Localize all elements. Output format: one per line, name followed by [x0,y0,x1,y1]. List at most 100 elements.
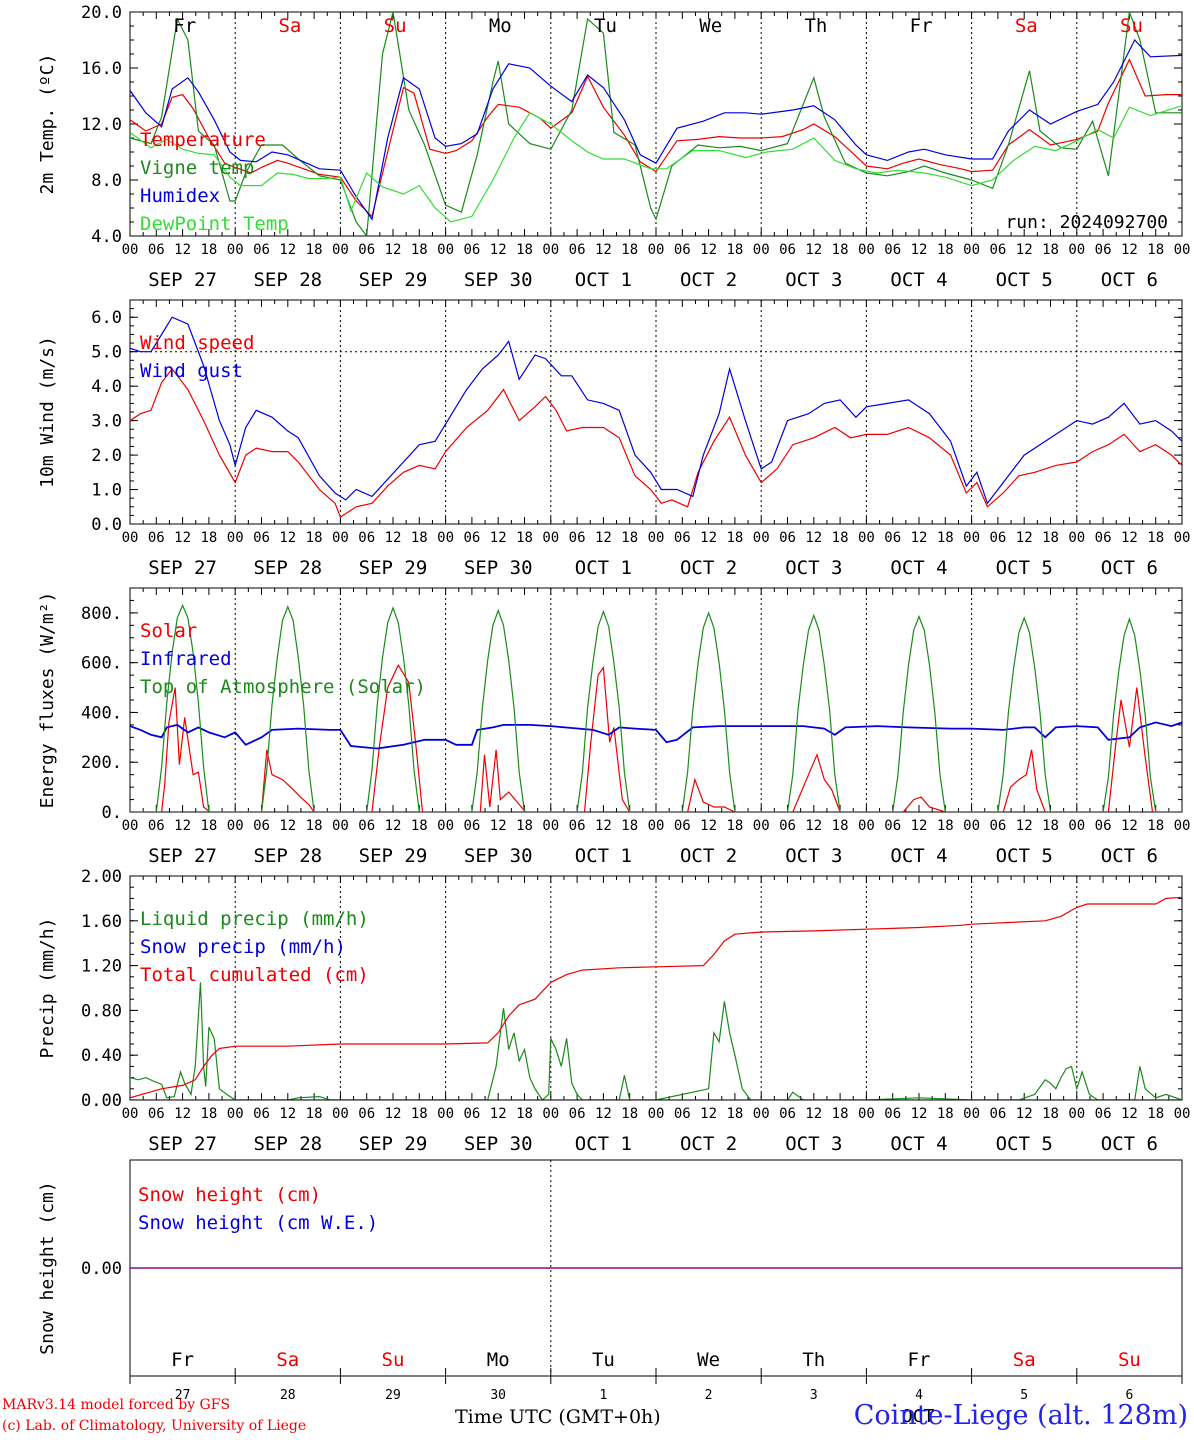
date-label: SEP 27 [148,1133,217,1155]
hour-tick-label: 00 [1174,530,1191,546]
hour-tick-label: 06 [358,530,375,546]
hour-tick-label: 00 [227,1106,244,1122]
y-tick-label: 600. [81,654,122,674]
hour-tick-label: 12 [700,242,717,258]
hour-tick-label: 18 [411,530,428,546]
day-name-label: Th [802,1349,825,1371]
legend-entry: Snow precip (mm/h) [140,936,346,958]
hour-tick-label: 00 [332,530,349,546]
day-number-label: 5 [1020,1388,1028,1403]
hour-tick-label: 12 [385,530,402,546]
hour-tick-label: 06 [674,818,691,834]
chart-panel-3: 0. 200. 400. 600. 800. Energy fluxes (W/m²) So… [37,587,1190,867]
hour-tick-label: 12 [385,818,402,834]
hour-tick-label: 00 [542,818,559,834]
y-tick-label: 6.0 [91,308,122,328]
hour-tick-label: 18 [937,818,954,834]
hour-tick-label: 18 [200,818,217,834]
hour-tick-label: 18 [200,530,217,546]
hour-tick-label: 12 [1121,818,1138,834]
date-label: OCT 2 [680,845,737,867]
date-label: SEP 28 [253,1133,322,1155]
date-label: OCT 1 [575,1133,632,1155]
y-axis-title: Energy fluxes (W/m²) [37,592,58,809]
hour-tick-label: 00 [753,530,770,546]
day-name-label: Mo [487,1349,510,1371]
hour-tick-label: 06 [1095,818,1112,834]
hour-tick-label: 12 [700,1106,717,1122]
hour-tick-label: 18 [1147,530,1164,546]
date-label: OCT 5 [996,269,1053,291]
date-label: SEP 28 [253,557,322,579]
hour-tick-label: 06 [1095,242,1112,258]
hour-tick-label: 18 [516,242,533,258]
date-label: OCT 4 [890,557,947,579]
hour-tick-label: 12 [174,530,191,546]
hour-tick-label: 12 [279,818,296,834]
y-tick-label: 20.0 [81,3,122,23]
hour-tick-label: 18 [1042,1106,1059,1122]
y-axis-title: Snow height (cm) [37,1181,58,1354]
hour-tick-label: 12 [805,530,822,546]
chart-panel-4: 0.00 0.40 0.80 1.20 1.60 2.00 Precip (mm/h) Liq… [37,867,1190,1155]
hour-tick-label: 12 [805,1106,822,1122]
date-label: OCT 2 [680,557,737,579]
day-number-label: 3 [810,1388,818,1403]
hour-tick-label: 06 [569,242,586,258]
hour-tick-label: 18 [306,1106,323,1122]
hour-tick-label: 00 [858,1106,875,1122]
hour-tick-label: 06 [358,242,375,258]
hour-tick-label: 00 [542,242,559,258]
y-tick-label: 4.0 [91,227,122,247]
day-number-label: 1 [599,1388,607,1403]
hour-tick-label: 12 [1016,242,1033,258]
hour-tick-label: 12 [1016,530,1033,546]
day-name-label: Sa [276,1349,299,1371]
day-name-label: Sa [1013,1349,1036,1371]
hour-tick-label: 12 [700,818,717,834]
date-label: SEP 29 [359,845,428,867]
hour-tick-label: 18 [726,1106,743,1122]
hour-tick-label: 00 [1068,818,1085,834]
y-tick-label: 800. [81,604,122,624]
hour-tick-label: 12 [490,818,507,834]
day-name-label: Fr [908,1349,931,1371]
hour-tick-label: 12 [911,1106,928,1122]
y-tick-label: 0.0 [91,515,122,535]
series-line [130,982,1182,1100]
day-number-label: 28 [280,1388,296,1403]
y-tick-label: 1.60 [81,912,122,932]
hour-tick-label: 12 [700,530,717,546]
hour-tick-label: 06 [989,530,1006,546]
chart-panel-5: 0.00 Snow height (cm) Snow height (cm) Snow… [37,1159,1183,1403]
hour-tick-label: 18 [306,818,323,834]
hour-tick-label: 06 [253,530,270,546]
date-label: SEP 27 [148,269,217,291]
hour-tick-label: 00 [648,530,665,546]
legend-entry: Wind speed [140,332,254,354]
date-label: OCT 6 [1101,845,1158,867]
date-label: OCT 1 [575,845,632,867]
y-tick-label: 2.0 [91,446,122,466]
hour-tick-label: 00 [1068,1106,1085,1122]
hour-tick-label: 06 [989,242,1006,258]
hour-tick-label: 00 [1174,242,1191,258]
hour-tick-label: 06 [779,242,796,258]
day-name-label: Sa [278,15,301,37]
hour-tick-label: 00 [1068,530,1085,546]
legend-entry: DewPoint Temp [140,213,289,235]
hour-tick-label: 00 [1174,1106,1191,1122]
y-tick-label: 4.0 [91,377,122,397]
hour-tick-label: 12 [279,530,296,546]
hour-tick-label: 18 [1042,818,1059,834]
date-label: SEP 30 [464,845,533,867]
hour-tick-label: 00 [858,242,875,258]
day-name-label: Fr [171,1349,194,1371]
hour-tick-label: 18 [937,242,954,258]
y-tick-label: 1.20 [81,957,122,977]
hour-tick-label: 00 [858,530,875,546]
hour-tick-label: 06 [674,1106,691,1122]
date-label: SEP 27 [148,557,217,579]
hour-tick-label: 18 [1042,530,1059,546]
